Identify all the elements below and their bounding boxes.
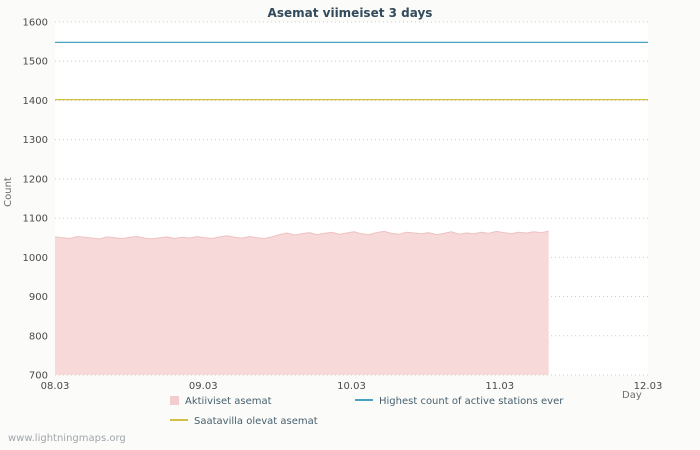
legend-marker-area	[170, 395, 179, 405]
y-tick-label: 1300	[23, 135, 48, 146]
y-tick-label: 1000	[23, 253, 48, 264]
y-tick-label: 1500	[23, 57, 48, 68]
y-tick-label: 1100	[23, 214, 48, 225]
area-series-edge	[54, 230, 549, 240]
legend-marker-line-yellow	[170, 419, 188, 421]
y-tick-label: 700	[29, 371, 48, 382]
legend-item-highest-count: Highest count of active stations ever	[355, 396, 563, 407]
x-axis-label: Day	[622, 390, 642, 401]
legend-item-available-stations: Saatavilla olevat asemat	[170, 416, 318, 427]
chart-title: Asemat viimeiset 3 days	[267, 6, 433, 20]
y-tick-label: 1200	[23, 174, 48, 185]
x-tick-label: 10.03	[337, 381, 366, 392]
y-tick-label: 1400	[23, 96, 48, 107]
legend-label: Saatavilla olevat asemat	[194, 416, 318, 427]
y-tick-label: 1600	[23, 18, 48, 29]
legend-item-active-stations: Aktiiviset asemat	[170, 395, 272, 407]
legend-marker-line-teal	[355, 399, 373, 401]
x-tick-label: 11.03	[485, 381, 514, 392]
y-axis-label: Count	[3, 177, 14, 207]
x-tick-label: 09.03	[189, 381, 218, 392]
x-tick-label: 08.03	[41, 381, 70, 392]
x-tick-label: 12.03	[634, 381, 663, 392]
legend-label: Highest count of active stations ever	[379, 396, 564, 407]
watermark-link[interactable]: www.lightningmaps.org	[8, 433, 126, 444]
area-series-active-stations	[55, 231, 549, 375]
y-tick-label: 800	[29, 331, 48, 342]
legend-label: Aktiiviset asemat	[185, 396, 272, 407]
y-tick-label: 900	[29, 292, 48, 303]
